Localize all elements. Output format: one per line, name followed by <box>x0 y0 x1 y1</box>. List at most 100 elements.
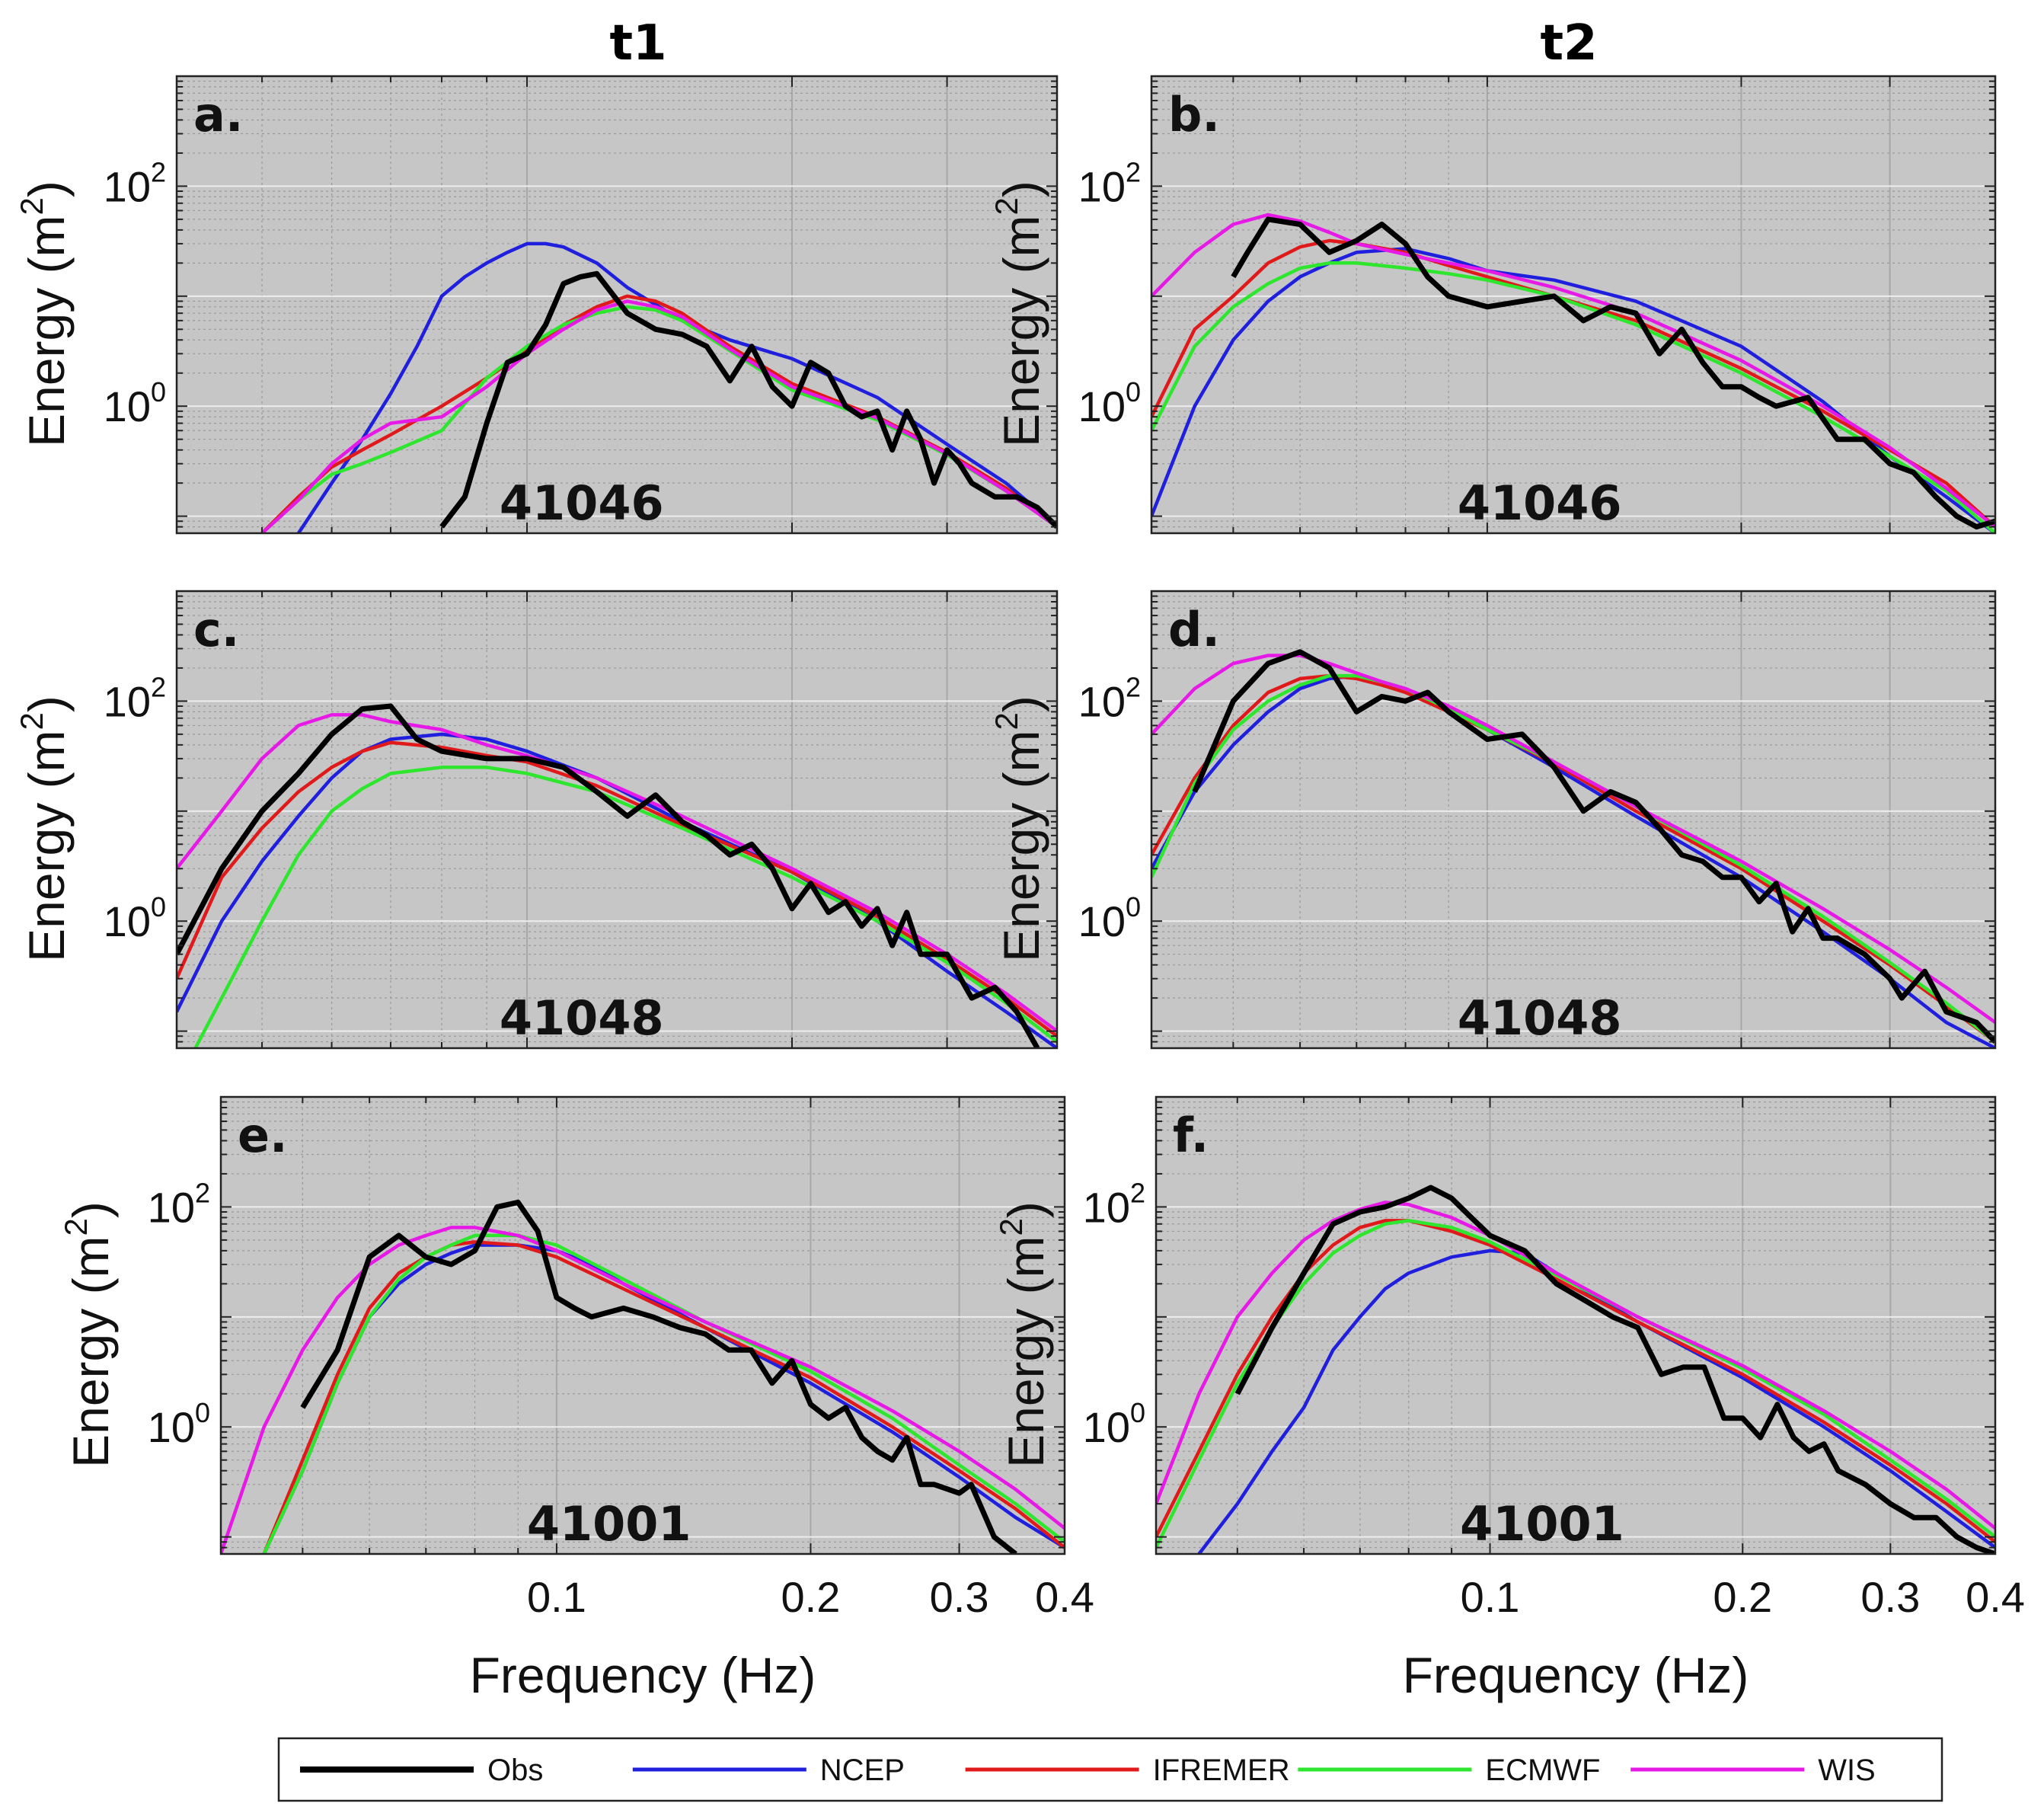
station-label: 41046 <box>1458 475 1622 531</box>
y-axis-label: Energy (m2) <box>988 695 1049 962</box>
series-line-obs <box>177 703 1040 1048</box>
grid <box>1151 591 1995 1048</box>
panel-letter: a. <box>193 87 243 142</box>
panels: a. 41046 102 100 Energy (m2) b. 41046 102 100 Ene… <box>14 75 2025 1703</box>
y-axis-label: Energy (m2) <box>14 695 75 962</box>
column-title-t2: t2 <box>1540 15 1597 72</box>
y-tick-label: 100 <box>1078 891 1141 945</box>
x-tick-label: 0.3 <box>930 1573 989 1621</box>
series-group <box>1151 213 1995 533</box>
y-axis-label: Energy (m2) <box>988 181 1049 447</box>
grid <box>1156 1097 1995 1554</box>
panel-frame <box>1150 75 1997 535</box>
station-label: 41001 <box>527 1496 691 1552</box>
panel-letter: d. <box>1168 602 1220 657</box>
panel-letter: b. <box>1168 87 1220 142</box>
y-tick-label: 100 <box>104 376 166 430</box>
grid <box>177 76 1057 533</box>
station-label: 41001 <box>1460 1496 1624 1552</box>
legend-label-wis: WIS <box>1818 1754 1876 1787</box>
series-line-obs <box>1231 216 1995 530</box>
legend-label-obs: Obs <box>487 1754 543 1787</box>
y-tick-label: 102 <box>1083 1177 1145 1231</box>
series-line-obs <box>1234 1185 1995 1554</box>
y-tick-label: 100 <box>104 891 166 945</box>
axis-ticks <box>1156 1097 1995 1554</box>
x-tick-label: 0.2 <box>1713 1573 1772 1621</box>
series-line-wis <box>1151 213 1995 529</box>
y-tick-label: 102 <box>104 156 166 210</box>
x-tick-label: 0.4 <box>1035 1573 1094 1621</box>
panel-e: e. 41001 102 100 Energy (m2) 0.1 0.2 0.3 0.4 Freq… <box>58 1095 1094 1703</box>
plot-area <box>177 591 1057 1048</box>
series-line-obs <box>300 1199 1017 1554</box>
column-title-t1: t1 <box>609 15 666 72</box>
y-tick-label: 100 <box>148 1397 210 1451</box>
series-line-ncep <box>1197 1248 1995 1554</box>
y-tick-label: 100 <box>1078 376 1141 430</box>
panel-letter: f. <box>1173 1108 1209 1163</box>
x-axis-label: Frequency (Hz) <box>470 1647 816 1703</box>
legend-label-ecmwf: ECMWF <box>1485 1754 1600 1787</box>
legend-label-ifremer: IFREMER <box>1153 1754 1290 1787</box>
axis-ticks <box>1151 76 1995 533</box>
axis-ticks <box>1151 591 1995 1048</box>
series-line-ecmwf <box>193 766 1057 1048</box>
panel-f: f. 41001 102 100 Energy (m2) 0.1 0.2 0.3 0.4 Freq… <box>993 1095 2025 1703</box>
series-line-ifremer <box>262 1240 1065 1554</box>
y-axis-label: Energy (m2) <box>14 181 75 447</box>
panel-a: a. 41046 102 100 Energy (m2) <box>14 75 1059 535</box>
panel-c: c. 41048 102 100 Energy (m2) <box>14 590 1059 1050</box>
station-label: 41048 <box>500 990 664 1046</box>
panel-b: b. 41046 102 100 Energy (m2) <box>988 75 1997 535</box>
panel-frame <box>219 1095 1066 1555</box>
legend: Obs NCEP IFREMER ECMWF WIS <box>277 1737 1943 1802</box>
plot-area <box>1151 591 1995 1048</box>
panel-letter: e. <box>238 1108 288 1163</box>
y-tick-label: 102 <box>1078 671 1141 725</box>
x-tick-label: 0.4 <box>1966 1573 2025 1621</box>
series-group <box>177 703 1057 1048</box>
series-line-ncep <box>297 241 1057 533</box>
x-tick-label: 0.1 <box>1461 1573 1520 1621</box>
axis-ticks <box>177 76 1057 533</box>
series-group <box>260 241 1057 533</box>
series-line-wis <box>1151 654 1995 1025</box>
series-line-ifremer <box>1151 238 1995 529</box>
grid <box>1151 76 1995 533</box>
series-group <box>1156 1185 1995 1554</box>
panel-frame <box>175 590 1059 1050</box>
series-line-obs <box>439 270 1057 529</box>
y-tick-label: 102 <box>148 1177 210 1231</box>
grid <box>221 1097 1065 1554</box>
axis-ticks <box>177 591 1057 1048</box>
series-line-obs <box>1192 649 1995 1044</box>
series-group <box>221 1199 1065 1554</box>
x-tick-label: 0.2 <box>781 1573 841 1621</box>
panel-frame <box>175 75 1059 535</box>
series-group <box>1151 649 1995 1048</box>
panel-d: d. 41048 102 100 Energy (m2) <box>988 590 1997 1050</box>
grid <box>177 591 1057 1048</box>
x-tick-label: 0.1 <box>527 1573 586 1621</box>
panel-frame <box>1155 1095 1997 1555</box>
panel-frame <box>1150 590 1997 1050</box>
series-line-wis <box>221 1226 1065 1554</box>
series-line-ifremer <box>1156 1219 1995 1543</box>
y-tick-label: 100 <box>1083 1397 1145 1451</box>
y-axis-label: Energy (m2) <box>58 1201 119 1468</box>
station-label: 41048 <box>1458 990 1622 1046</box>
station-label: 41046 <box>500 475 664 531</box>
x-axis-label: Frequency (Hz) <box>1403 1647 1749 1703</box>
series-line-wis <box>1156 1201 1995 1530</box>
series-line-ecmwf <box>1151 261 1995 533</box>
series-line-ifremer <box>1151 673 1995 1044</box>
series-line-ncep <box>177 732 1057 1048</box>
y-tick-label: 102 <box>1078 156 1141 210</box>
axis-ticks <box>221 1097 1065 1554</box>
panel-letter: c. <box>193 602 239 657</box>
legend-label-ncep: NCEP <box>820 1754 905 1787</box>
y-tick-label: 102 <box>104 671 166 725</box>
x-tick-label: 0.3 <box>1860 1573 1920 1621</box>
